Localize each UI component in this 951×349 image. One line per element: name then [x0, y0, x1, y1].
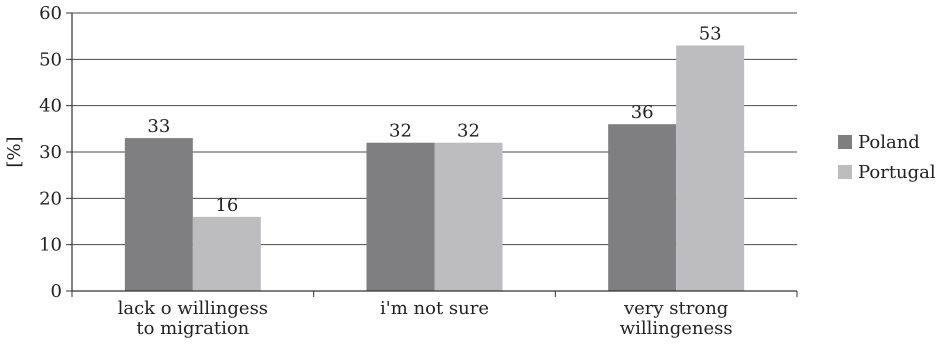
data-label: 16 — [215, 195, 238, 216]
x-tick-label: lack o willingess — [118, 298, 268, 319]
data-label: 33 — [147, 116, 170, 137]
data-label: 36 — [631, 102, 654, 123]
data-label: 32 — [457, 121, 480, 142]
x-tick-label: i'm not sure — [380, 298, 489, 319]
y-tick-label: 50 — [39, 49, 62, 70]
bar — [676, 45, 745, 291]
y-tick-label: 0 — [51, 281, 62, 302]
bar — [192, 216, 261, 291]
y-tick-label: 60 — [39, 3, 62, 24]
data-label: 32 — [389, 121, 412, 142]
data-label: 53 — [699, 23, 722, 44]
bar — [608, 124, 677, 291]
bar — [366, 142, 435, 291]
legend-label: Portugal — [858, 162, 936, 183]
x-tick-label: very strong — [623, 298, 728, 319]
y-tick-label: 10 — [39, 235, 62, 256]
legend-swatch — [838, 135, 852, 149]
x-tick-label: to migration — [136, 318, 249, 339]
bar — [434, 142, 503, 291]
axes: 0 10 20 30 40 50 60 [%] — [4, 3, 798, 302]
bars — [124, 45, 745, 291]
legend: Poland Portugal — [838, 132, 936, 183]
bar — [124, 138, 193, 291]
x-tick-label: willingeness — [620, 318, 733, 339]
y-tick-label: 40 — [39, 96, 62, 117]
y-axis-label: [%] — [4, 136, 25, 167]
y-tick-label: 20 — [39, 188, 62, 209]
y-tick-label: 30 — [39, 142, 62, 163]
legend-label: Poland — [858, 132, 920, 153]
legend-swatch — [838, 165, 852, 179]
